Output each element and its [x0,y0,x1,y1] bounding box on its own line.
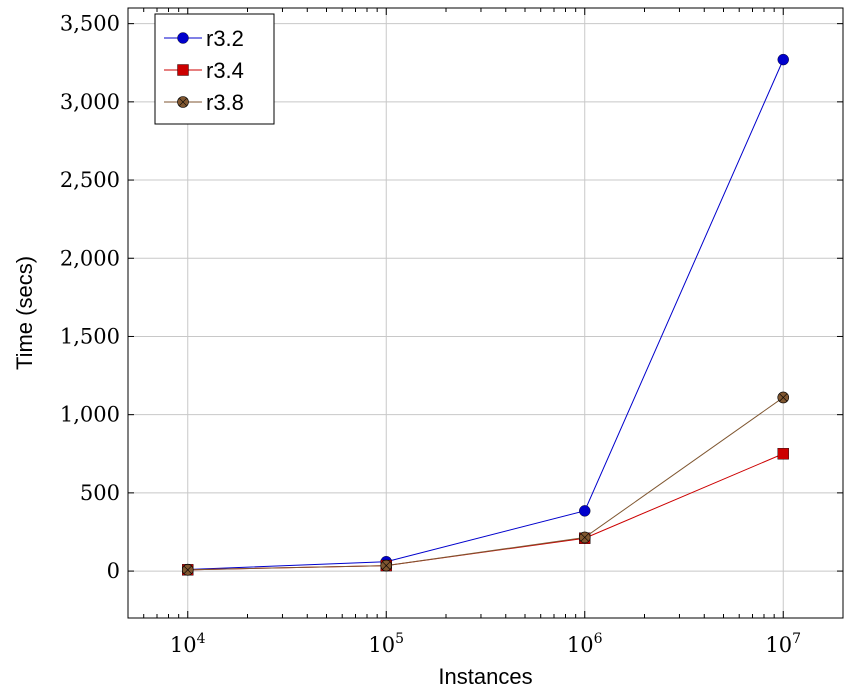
marker-cross [382,561,391,570]
legend-entry: r3.8 [164,90,244,115]
x-tick-label: 104 [170,631,206,657]
series-layer [181,53,790,576]
marker-cross [183,565,192,574]
data-point [579,505,591,517]
data-point [578,531,591,544]
marker-cross [580,533,589,542]
series-line [187,453,784,571]
data-point [777,391,790,404]
series-r3.2 [182,53,789,576]
data-point [380,559,393,572]
legend-marker [177,32,189,44]
legend-label: r3.8 [206,90,244,115]
x-tick-label: 106 [567,631,603,657]
x-tick-labels: 104 105 106 107 [170,631,801,657]
y-tick-label: 1,000 [60,403,120,427]
y-tick-label: 3,500 [60,12,120,36]
y-tick-labels: 0 500 1,000 1,500 2,000 2,500 3,000 3,500 [60,12,120,583]
data-point [777,53,789,66]
x-tick-label: 107 [765,631,801,657]
x-axis-label: Instances [438,664,532,689]
x-tick-label: 105 [368,631,404,657]
marker-cross [779,393,788,402]
plot-frame [127,7,844,619]
y-tick-label: 2,500 [60,168,120,192]
legend: r3.2 r3.4 r3.8 [154,13,275,125]
data-point [777,448,789,460]
legend-box [154,13,275,125]
data-point [181,564,194,576]
y-tick-label: 1,500 [60,324,120,348]
y-tick-label: 3,000 [60,90,120,114]
y-tick-label: 500 [80,481,120,505]
legend-entry: r3.2 [164,26,244,51]
legend-label: r3.4 [206,58,244,83]
legend-marker [177,96,189,108]
series-line [187,397,784,571]
y-tick-label: 0 [107,559,120,583]
series-line [187,59,784,571]
series-r3.8 [181,391,790,576]
legend-label: r3.2 [206,26,244,51]
series-r3.4 [182,448,789,576]
marker-cross [178,97,188,107]
y-tick-label: 2,000 [60,246,120,270]
y-axis-label: Time (secs) [12,256,37,370]
legend-marker [177,64,189,76]
legend-entry: r3.4 [164,58,244,83]
